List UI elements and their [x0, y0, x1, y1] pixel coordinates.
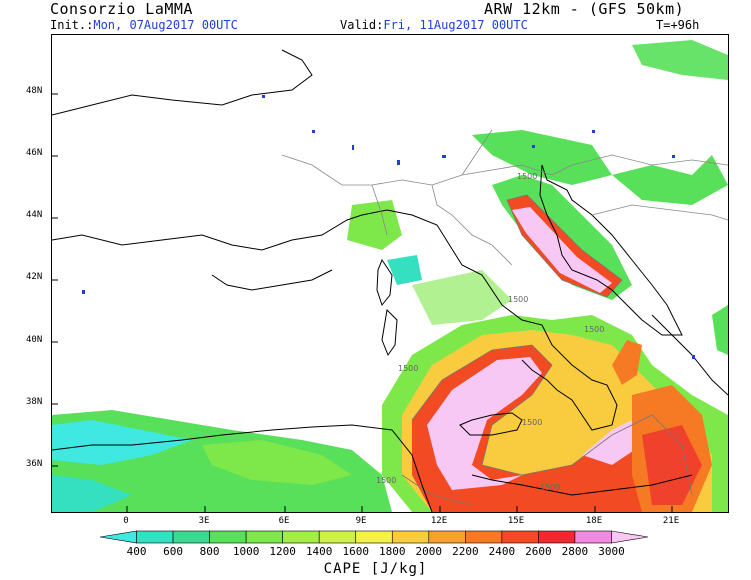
colorbar-swatch	[245, 530, 283, 544]
lat-label: 44N	[26, 210, 43, 220]
colorbar-level-label: 800	[199, 545, 220, 558]
colorbar-swatch	[391, 530, 430, 544]
valid-label: Valid:	[340, 18, 384, 32]
contour-label: 1500	[584, 325, 604, 334]
colorbar-level-label: 1800	[379, 545, 406, 558]
source-title: Consorzio LaMMA	[50, 0, 193, 18]
contour-label: 1500	[517, 172, 537, 181]
lat-label: 38N	[26, 397, 43, 407]
lat-label: 48N	[26, 86, 43, 96]
colorbar-swatch	[538, 530, 576, 544]
colorbar-level-label: 1000	[232, 545, 260, 558]
cape-contours	[401, 194, 693, 506]
contour-label: 1500	[376, 476, 396, 485]
lon-label: 12E	[430, 516, 448, 526]
valid-line: Valid:Fri, 11Aug2017 00UTC	[340, 18, 528, 32]
contour-label: 1500	[508, 295, 528, 304]
colorbar-swatch	[355, 530, 393, 544]
colorbar-level-label: 600	[163, 545, 183, 558]
colorbar-level-label: 2600	[525, 545, 552, 558]
coastlines	[52, 49, 728, 512]
colorbar-swatch	[172, 530, 210, 544]
colorbar-swatch	[282, 530, 320, 544]
lat-label: 46N	[26, 148, 43, 158]
country-borders	[281, 129, 728, 266]
colorbar-level-label: 1400	[305, 545, 333, 558]
colorbar-level-label: 1600	[342, 545, 369, 558]
lon-label: 21E	[662, 516, 680, 526]
init-line: Init.:Mon, 07Aug2017 00UTC	[50, 18, 238, 32]
lon-label: 3E	[198, 516, 210, 526]
colorbar-swatch	[318, 530, 357, 544]
cape-fields	[52, 40, 728, 512]
colorbar-swatch	[611, 530, 649, 544]
lon-label: 0	[123, 516, 129, 526]
init-value: Mon, 07Aug2017 00UTC	[93, 18, 238, 32]
valid-value: Fri, 11Aug2017 00UTC	[383, 18, 528, 32]
colorbar-level-label: 1200	[269, 545, 296, 558]
colorbar-level-label: 2200	[452, 545, 479, 558]
colorbar-level-label: 400	[126, 545, 147, 558]
colorbar-swatch	[209, 530, 247, 544]
colorbar-level-label: 2400	[488, 545, 516, 558]
lat-label: 40N	[26, 335, 43, 345]
cape-map: 1500 1500 1500 1500 1500 1500 1500	[51, 34, 729, 513]
contour-label: 1500	[540, 483, 560, 492]
lat-label: 42N	[26, 272, 43, 282]
lon-label: 18E	[585, 516, 603, 526]
lat-label: 36N	[26, 459, 43, 469]
lon-label: 9E	[355, 516, 367, 526]
colorbar-swatch	[465, 530, 503, 544]
map-canvas: 1500 1500 1500 1500 1500 1500 1500	[52, 40, 728, 512]
lon-label: 15E	[507, 516, 525, 526]
colorbar-swatch	[136, 530, 174, 544]
colorbar-level-label: 2000	[415, 545, 443, 558]
contour-labels: 1500 1500 1500 1500 1500 1500 1500	[376, 172, 604, 492]
init-label: Init.:	[50, 18, 94, 32]
water-bodies	[82, 95, 695, 359]
frame-ticks	[52, 93, 673, 512]
contour-label: 1500	[398, 364, 418, 373]
colorbar-title: CAPE [J/kg]	[323, 561, 428, 577]
lon-label: 6E	[278, 516, 290, 526]
colorbar	[99, 530, 649, 544]
colorbar-swatch	[428, 530, 466, 544]
colorbar-level-label: 2800	[561, 545, 589, 558]
colorbar-swatch	[99, 530, 137, 544]
lead-time: T=+96h	[656, 18, 700, 32]
colorbar-level-label: 3000	[598, 545, 625, 558]
contour-label: 1500	[522, 418, 542, 427]
colorbar-swatch	[501, 530, 539, 544]
colorbar-swatch	[574, 530, 612, 544]
model-title: ARW 12km - (GFS 50km)	[484, 0, 685, 18]
